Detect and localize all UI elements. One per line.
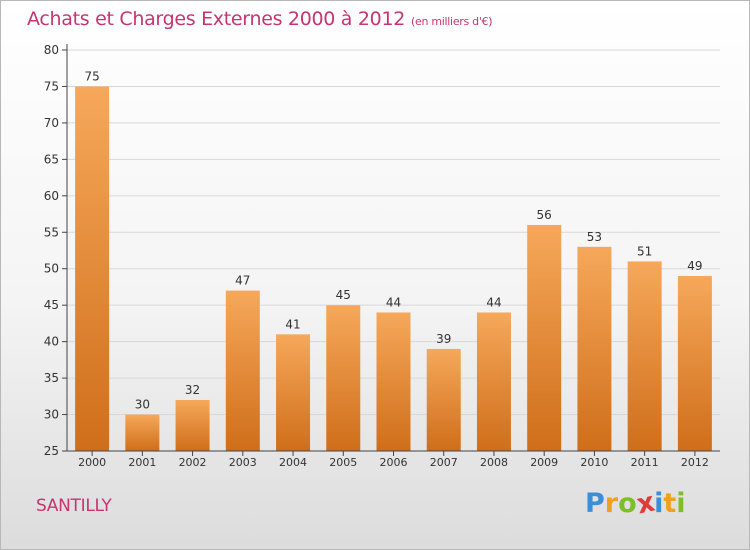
bar-value-label: 44 [486, 295, 501, 309]
bar [376, 312, 411, 451]
bar [225, 290, 260, 451]
y-tick-label: 40 [44, 335, 59, 349]
x-tick-label: 2005 [329, 456, 357, 469]
bar-value-label: 49 [687, 259, 702, 273]
bar [125, 414, 160, 451]
x-tick-label: 2010 [580, 456, 608, 469]
x-tick-label: 2004 [279, 456, 307, 469]
bar [677, 276, 712, 451]
y-tick-label: 30 [44, 408, 59, 422]
proxiti-logo: Proxiti [585, 487, 686, 521]
bar-value-label: 47 [235, 274, 250, 288]
commune-name: SANTILLY [36, 496, 112, 516]
x-tick-label: 2002 [179, 456, 207, 469]
x-tick-label: 2006 [380, 456, 408, 469]
logo-letter: i [676, 488, 686, 519]
logo-letter: r [604, 488, 619, 519]
chart-unit: (en milliers d'€) [411, 15, 493, 28]
logo-letter: o [618, 488, 637, 519]
logo-letter: t [663, 488, 677, 519]
y-tick-label: 35 [44, 371, 59, 385]
y-tick-label: 55 [44, 225, 59, 239]
x-tick-label: 2012 [681, 456, 709, 469]
y-tick-label: 25 [44, 444, 59, 458]
chart-title-text: Achats et Charges Externes 2000 à 2012 [27, 8, 406, 30]
bar-value-label: 53 [587, 230, 602, 244]
y-tick-label: 70 [44, 116, 59, 130]
bar-value-label: 30 [135, 398, 150, 412]
x-tick-label: 2003 [229, 456, 257, 469]
y-tick-label: 80 [44, 43, 59, 57]
bar-value-label: 45 [336, 288, 351, 302]
bar-value-label: 51 [637, 244, 652, 258]
chart-title: Achats et Charges Externes 2000 à 2012 (e… [27, 8, 493, 30]
y-tick-label: 50 [44, 262, 59, 276]
bar [527, 224, 562, 451]
x-tick-label: 2000 [78, 456, 106, 469]
bar [175, 399, 210, 451]
bar-value-label: 44 [386, 295, 401, 309]
y-tick-label: 65 [44, 152, 59, 166]
bar-value-label: 32 [185, 383, 200, 397]
bar [577, 246, 612, 451]
bar-value-label: 75 [84, 69, 99, 83]
bar [627, 261, 662, 451]
bar [476, 312, 511, 451]
bar [75, 86, 110, 452]
axes: 25 30 35 40 45 50 55 60 65 70 75 80 2000 2001 2002 2003… [44, 43, 720, 469]
y-tick-label: 45 [44, 298, 59, 312]
x-tick-label: 2008 [480, 456, 508, 469]
bars: 75 30 32 47 41 45 44 39 44 56 53 51 49 [75, 69, 712, 452]
bar-value-label: 56 [537, 208, 552, 222]
logo-letter: i [654, 488, 664, 519]
y-tick-label: 75 [44, 79, 59, 93]
x-tick-label: 2011 [631, 456, 659, 469]
bar-value-label: 41 [285, 317, 300, 331]
logo-letter: P [585, 488, 605, 519]
x-tick-label: 2009 [530, 456, 558, 469]
x-tick-label: 2007 [430, 456, 458, 469]
bar-value-label: 39 [436, 332, 451, 346]
y-tick-label: 60 [44, 189, 59, 203]
bar [326, 305, 361, 451]
x-tick-label: 2001 [128, 456, 156, 469]
bar [276, 334, 311, 451]
bar [426, 348, 461, 451]
